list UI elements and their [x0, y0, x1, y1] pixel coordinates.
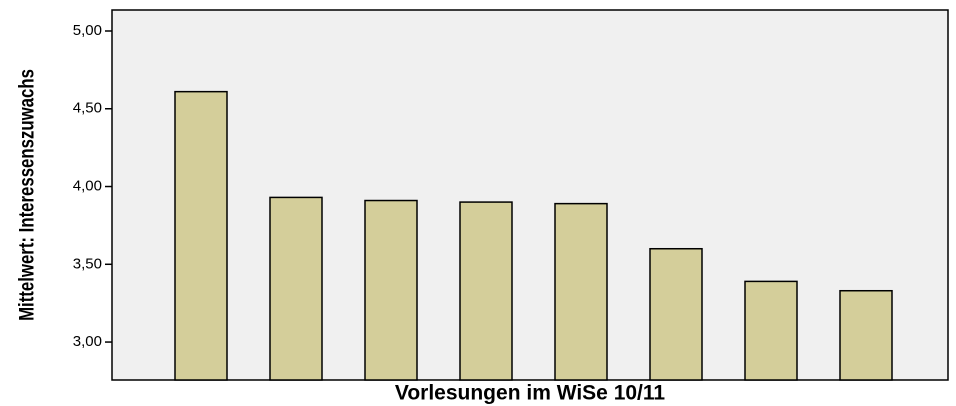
bar	[649, 247, 703, 381]
x-axis-label: Vorlesungen im WiSe 10/11	[395, 382, 666, 405]
bar	[459, 201, 513, 381]
y-tick-label: 4,50	[73, 100, 102, 117]
bar	[364, 199, 418, 381]
y-axis-label: Mittelwert: Interessenszuwachs	[16, 69, 39, 321]
y-tick-label: 5,00	[73, 22, 102, 39]
y-tick-label: 4,00	[73, 177, 102, 194]
bar	[174, 90, 228, 381]
bar	[269, 196, 323, 381]
bar	[839, 289, 893, 381]
y-tick-label: 3,50	[73, 255, 102, 272]
bar	[744, 280, 798, 381]
plot-area	[111, 9, 949, 381]
bar	[554, 202, 608, 381]
y-tick-label: 3,00	[73, 333, 102, 350]
